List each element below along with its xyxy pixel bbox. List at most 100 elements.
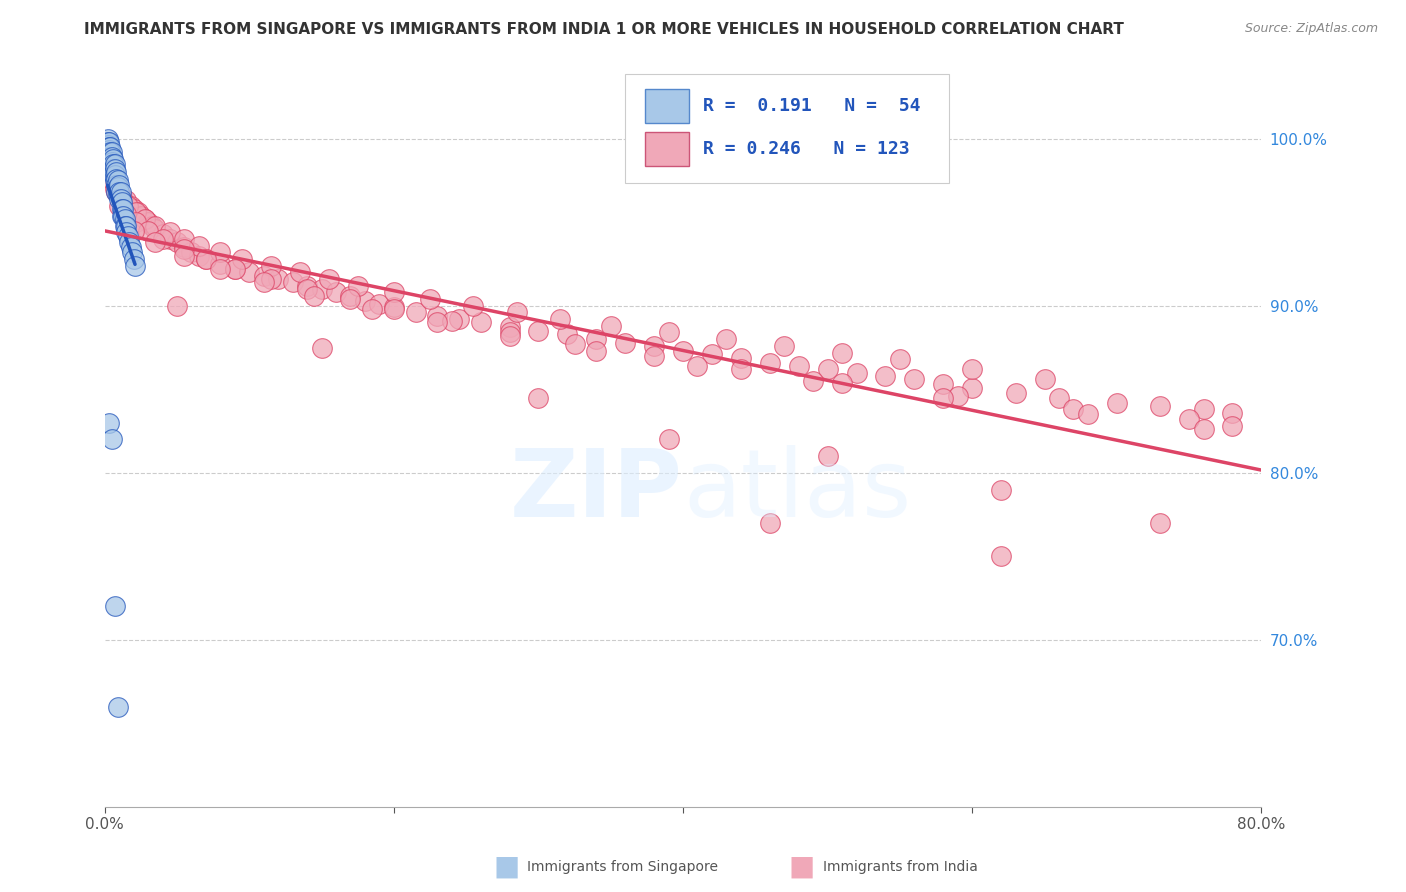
Point [759, 355, 782, 369]
Point [614, 335, 637, 350]
Point [801, 374, 824, 388]
Point [120, 240, 142, 254]
Point [101, 433, 124, 447]
Point [716, 332, 738, 346]
Point [103, 157, 125, 171]
Point [382, 285, 405, 300]
Point [990, 549, 1012, 564]
Point [166, 299, 188, 313]
Point [267, 272, 290, 286]
Point [658, 326, 681, 340]
Point [136, 215, 159, 229]
Point [103, 167, 125, 181]
Point [108, 185, 131, 199]
Point [1149, 399, 1171, 413]
FancyBboxPatch shape [645, 132, 689, 166]
Point [1178, 412, 1201, 426]
FancyBboxPatch shape [626, 74, 949, 183]
Point [875, 368, 897, 383]
Point [111, 202, 134, 216]
Point [122, 223, 145, 237]
Point [585, 332, 607, 346]
Point [152, 232, 174, 246]
Point [108, 185, 131, 199]
Point [118, 235, 141, 250]
Point [187, 249, 209, 263]
Text: ■: ■ [789, 853, 814, 881]
Point [107, 180, 129, 194]
Point [1077, 408, 1099, 422]
Point [110, 185, 132, 199]
Point [115, 194, 138, 208]
Point [498, 328, 520, 343]
Point [361, 302, 384, 317]
Point [209, 257, 232, 271]
Point [103, 152, 125, 166]
Point [103, 161, 125, 176]
Text: R =  0.191   N =  54: R = 0.191 N = 54 [703, 97, 920, 115]
Point [643, 339, 665, 353]
Text: Source: ZipAtlas.com: Source: ZipAtlas.com [1244, 22, 1378, 36]
Point [281, 276, 304, 290]
Point [105, 165, 128, 179]
Point [122, 202, 145, 216]
Point [498, 320, 520, 334]
Point [104, 599, 127, 614]
Point [159, 225, 181, 239]
Point [787, 359, 810, 373]
Point [440, 314, 463, 328]
Point [120, 198, 142, 212]
Point [368, 297, 391, 311]
Point [817, 362, 839, 376]
Point [527, 391, 550, 405]
Point [253, 268, 276, 283]
Point [339, 289, 361, 303]
Point [700, 347, 723, 361]
Point [238, 265, 260, 279]
Point [101, 160, 124, 174]
Point [173, 232, 195, 246]
Point [672, 343, 695, 358]
Point [104, 169, 127, 183]
Point [498, 326, 520, 340]
Text: atlas: atlas [683, 445, 911, 537]
Point [295, 278, 318, 293]
Point [557, 327, 579, 342]
Point [1047, 391, 1070, 405]
Point [643, 349, 665, 363]
Point [100, 153, 122, 168]
Point [564, 337, 586, 351]
Point [180, 245, 202, 260]
Text: Immigrants from India: Immigrants from India [823, 860, 977, 874]
Point [100, 140, 122, 154]
Point [419, 292, 441, 306]
Point [127, 205, 149, 219]
Point [405, 305, 427, 319]
Point [463, 299, 485, 313]
Text: Immigrants from Singapore: Immigrants from Singapore [527, 860, 718, 874]
Point [426, 316, 449, 330]
Point [903, 372, 925, 386]
Point [125, 215, 148, 229]
Point [224, 262, 246, 277]
Point [759, 516, 782, 530]
Point [325, 285, 347, 300]
Point [107, 173, 129, 187]
Point [125, 205, 148, 219]
Point [108, 198, 131, 212]
Point [105, 185, 128, 199]
Point [288, 265, 311, 279]
Point [173, 240, 195, 254]
Point [104, 161, 127, 176]
Point [1192, 402, 1215, 417]
Point [134, 211, 156, 226]
Point [1192, 422, 1215, 436]
Point [122, 252, 145, 266]
Point [105, 171, 128, 186]
Point [447, 312, 470, 326]
Point [845, 366, 868, 380]
Point [686, 359, 709, 373]
Point [354, 293, 377, 308]
Text: IMMIGRANTS FROM SINGAPORE VS IMMIGRANTS FROM INDIA 1 OR MORE VEHICLES IN HOUSEHO: IMMIGRANTS FROM SINGAPORE VS IMMIGRANTS … [84, 22, 1125, 37]
Point [548, 312, 571, 326]
